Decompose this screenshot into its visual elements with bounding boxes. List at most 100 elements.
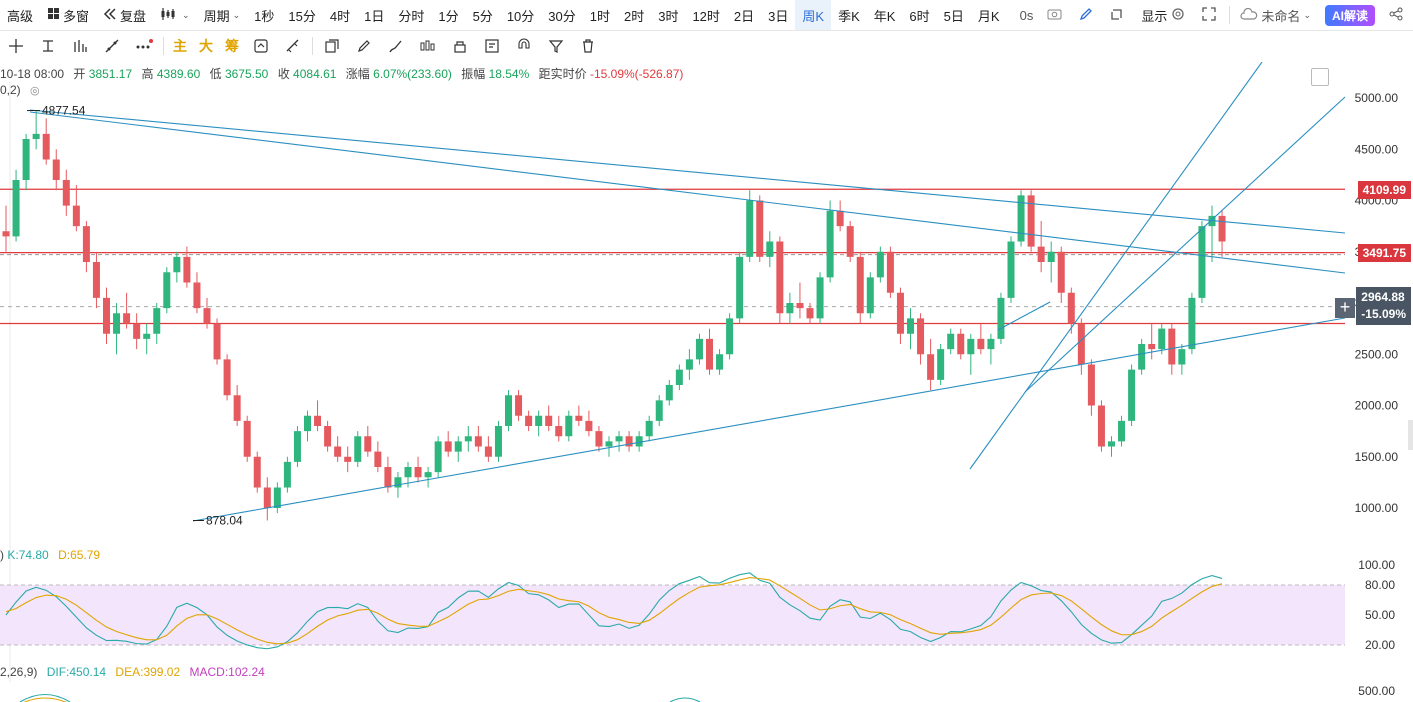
level-label-3491: 3491.75 xyxy=(1357,244,1411,262)
filter-tool-button[interactable] xyxy=(540,31,572,61)
period-22-button[interactable]: 年K xyxy=(867,0,903,30)
kdj-legend: ) K:74.80 D:65.79 xyxy=(0,548,100,562)
brush-tool-button[interactable] xyxy=(380,31,412,61)
candle-body xyxy=(1168,328,1176,365)
camera-button[interactable] xyxy=(1040,0,1072,30)
candle-body xyxy=(304,415,311,432)
price-chart[interactable]: 5000.004500.004000.003500.003000.002500.… xyxy=(0,62,1413,702)
period-4-button[interactable]: 周期 ⌄ xyxy=(197,0,248,30)
amplitude-value: 18.54% xyxy=(488,67,530,81)
candle-body xyxy=(253,456,261,488)
candle-body xyxy=(957,333,965,355)
share-button[interactable] xyxy=(1382,0,1413,30)
period-10-button[interactable]: 1分 xyxy=(431,0,465,30)
period-17-button[interactable]: 12时 xyxy=(685,0,726,30)
toolbar-label: 高级 xyxy=(7,8,34,24)
period-7-button[interactable]: 4时 xyxy=(323,0,357,30)
sync-button[interactable] xyxy=(245,31,277,61)
period-5-button[interactable]: 1秒 xyxy=(247,0,281,30)
kdj-d-value: 65.79 xyxy=(70,548,101,562)
candle-body xyxy=(746,200,754,257)
period-24-button[interactable]: 5日 xyxy=(937,0,971,30)
crosshair-add-button[interactable]: + xyxy=(1335,298,1355,318)
note-tool-button[interactable] xyxy=(476,31,508,61)
macd-dea-value: 399.02 xyxy=(143,665,181,679)
period-18-button[interactable]: 2日 xyxy=(727,0,761,30)
toolbar-label: 1分 xyxy=(438,8,459,24)
kdj-k-value: 74.80 xyxy=(18,548,49,562)
period-12-button[interactable]: 10分 xyxy=(500,0,541,30)
period-13-button[interactable]: 30分 xyxy=(541,0,582,30)
fullscreen-button[interactable] xyxy=(1195,0,1226,30)
change-label: 涨幅 xyxy=(345,67,370,81)
period-8-button[interactable]: 1日 xyxy=(357,0,391,30)
chips-button[interactable]: 筹 xyxy=(225,38,239,54)
toolbar-label: 10分 xyxy=(506,8,535,24)
edit-button[interactable] xyxy=(1072,0,1103,30)
ai-button-wrap[interactable]: AI解读 xyxy=(1318,0,1382,30)
candle-body xyxy=(535,415,543,426)
trend-line xyxy=(997,301,1051,331)
period-9-button[interactable]: 分时 xyxy=(391,0,431,30)
pencil-tool-button[interactable] xyxy=(348,31,380,61)
trendline-tool-button[interactable] xyxy=(96,31,128,61)
candle-body xyxy=(1097,405,1105,447)
candle-body xyxy=(454,441,462,452)
period-19-button[interactable]: 3日 xyxy=(761,0,795,30)
more-dots-icon xyxy=(136,39,153,49)
display-button[interactable]: 显示 xyxy=(1134,0,1195,30)
measure-tool-button[interactable] xyxy=(0,31,32,61)
period-16-button[interactable]: 3时 xyxy=(651,0,685,30)
lock-tool-button[interactable] xyxy=(444,31,476,61)
period-2-button[interactable]: 复盘 xyxy=(96,0,153,30)
text-tool-button[interactable] xyxy=(32,31,64,61)
pattern-tool-button[interactable] xyxy=(412,31,444,61)
period-11-button[interactable]: 5分 xyxy=(466,0,500,30)
fib-tool-button[interactable] xyxy=(64,31,96,61)
candle-body xyxy=(223,359,231,396)
candle-body xyxy=(886,251,894,293)
candle-body xyxy=(193,282,201,309)
ai-interpret-button[interactable]: AI解读 xyxy=(1324,4,1375,26)
candle-body xyxy=(173,256,181,273)
period-23-button[interactable]: 6时 xyxy=(902,0,936,30)
toolbar-label: 1日 xyxy=(364,8,385,24)
account-label: 未命名 xyxy=(1261,8,1301,24)
grid-icon xyxy=(47,7,63,23)
period-1-button[interactable]: 多窗 xyxy=(40,0,96,30)
delete-drawings-button[interactable] xyxy=(572,31,604,61)
window-button[interactable] xyxy=(1103,0,1134,30)
candle-body xyxy=(62,180,70,206)
candle-body xyxy=(987,338,995,350)
ruler-button[interactable] xyxy=(277,31,309,61)
period-21-button[interactable]: 季K xyxy=(831,0,867,30)
toolbar-label: 年K xyxy=(873,8,896,24)
period-3-button[interactable]: ⌄ xyxy=(153,0,197,30)
macd-axis-tick: 500.00 xyxy=(1358,684,1395,698)
text-tool-icon xyxy=(43,40,53,52)
candle-body xyxy=(515,395,523,416)
current-price-value: 2964.88 xyxy=(1361,290,1405,304)
rectangle-tool-button[interactable] xyxy=(316,31,348,61)
big-order-button[interactable]: 大 xyxy=(199,38,213,54)
toolbar-label: 2时 xyxy=(623,8,645,24)
account-button[interactable]: 未命名 ⌄ xyxy=(1233,0,1318,30)
toolbar-label: 6时 xyxy=(909,8,930,24)
period-20-button[interactable]: 周K xyxy=(795,0,832,30)
more-tools-button[interactable] xyxy=(128,31,160,61)
candle-body xyxy=(32,133,40,139)
timer-button[interactable]: 0s xyxy=(1013,0,1041,30)
side-handle[interactable] xyxy=(1408,420,1413,450)
candle-body xyxy=(374,451,382,467)
candle-body xyxy=(123,313,131,324)
main-indicator-button[interactable]: 主 xyxy=(173,38,187,54)
fullscreen-chart-icon[interactable] xyxy=(1311,68,1329,86)
period-6-button[interactable]: 15分 xyxy=(281,0,322,30)
period-0-button[interactable]: 高级 xyxy=(0,0,40,30)
toolbar-label: 3时 xyxy=(658,8,679,24)
period-14-button[interactable]: 1时 xyxy=(583,0,617,30)
eye-icon[interactable]: ◎ xyxy=(30,85,40,97)
period-15-button[interactable]: 2时 xyxy=(617,0,651,30)
magnet-tool-button[interactable] xyxy=(508,31,540,61)
period-25-button[interactable]: 月K xyxy=(971,0,1007,30)
